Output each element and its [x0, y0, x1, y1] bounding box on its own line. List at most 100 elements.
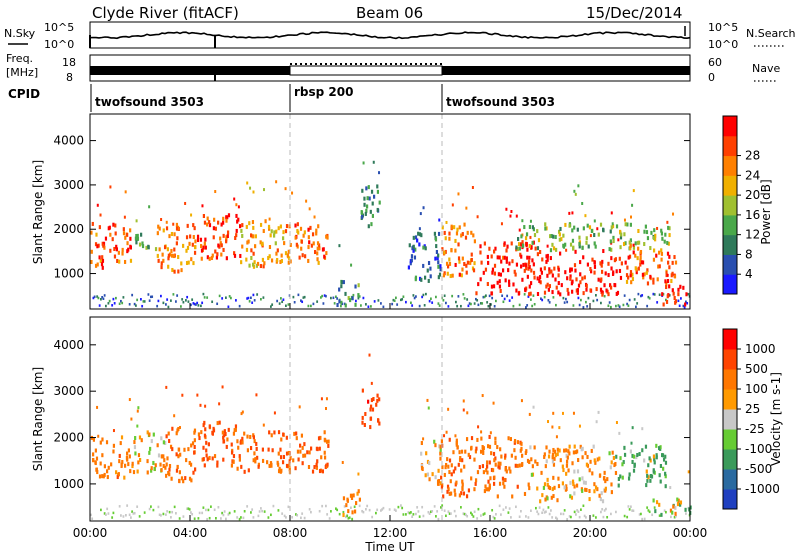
- echo-cell: [361, 188, 364, 193]
- ground-scatter-cell: [466, 298, 469, 301]
- echo-cell: [105, 440, 109, 445]
- echo-cell: [414, 247, 417, 252]
- echo-cell: [216, 460, 219, 465]
- velocity-scatter-cells: [90, 353, 692, 521]
- echo-cell: [102, 243, 105, 248]
- colorbar-tick-label: -25: [745, 422, 765, 436]
- ground-scatter-cell: [121, 301, 124, 305]
- sparse-echo-cell: [520, 399, 523, 403]
- echo-cell: [178, 479, 181, 484]
- sparse-echo-cell: [291, 191, 294, 195]
- ground-scatter-cell: [455, 514, 457, 518]
- echo-cell: [655, 253, 658, 258]
- echo-cell: [138, 435, 142, 440]
- echo-cell: [361, 420, 364, 425]
- echo-cell: [567, 468, 570, 473]
- echo-cell: [448, 491, 451, 496]
- echo-cell: [193, 438, 196, 443]
- echo-cell: [524, 236, 528, 241]
- echo-cell: [433, 439, 436, 444]
- ground-scatter-cell: [582, 306, 585, 309]
- ground-scatter-cell: [206, 296, 209, 299]
- echo-cell: [528, 224, 532, 229]
- echo-cell: [414, 235, 418, 240]
- echo-cell: [270, 258, 274, 263]
- ground-scatter-cell: [592, 514, 595, 517]
- echo-cell: [575, 483, 579, 488]
- echo-cell: [257, 464, 260, 469]
- freq-panel: Freq. [MHz] 18 8 60 0 Nave: [6, 52, 780, 84]
- echo-cell: [470, 257, 473, 262]
- sparse-echo-cell: [378, 171, 381, 175]
- ground-scatter-cell: [302, 296, 305, 299]
- freq-label-2: [MHz]: [6, 66, 38, 79]
- echo-cell: [129, 258, 133, 263]
- echo-cell: [134, 436, 137, 441]
- echo-cell: [270, 462, 273, 467]
- ground-scatter-cell: [448, 512, 451, 515]
- echo-cell: [539, 499, 542, 504]
- sparse-echo-cell: [112, 429, 115, 433]
- ground-scatter-cell: [382, 506, 385, 510]
- echo-cell: [226, 437, 229, 442]
- echo-cell: [539, 280, 542, 285]
- echo-cell: [121, 251, 124, 256]
- echo-cell: [193, 226, 196, 231]
- echo-cell: [175, 226, 179, 231]
- sparse-echo-cell: [632, 189, 635, 193]
- ground-scatter-cell: [477, 303, 480, 307]
- ground-scatter-cell: [460, 304, 462, 308]
- ground-scatter-cell: [562, 512, 565, 516]
- ground-scatter-cell: [631, 509, 634, 512]
- echo-cell: [90, 249, 93, 254]
- echo-cell: [426, 472, 429, 477]
- echo-cell: [442, 273, 446, 278]
- echo-cell: [601, 259, 604, 264]
- echo-cell: [536, 252, 540, 257]
- echo-cell: [665, 299, 669, 304]
- ground-scatter-cell: [316, 300, 319, 303]
- ground-scatter-cell: [441, 504, 444, 507]
- echo-cell: [136, 236, 140, 241]
- echo-cell: [502, 255, 505, 260]
- echo-cell: [167, 256, 170, 261]
- ground-scatter-cell: [285, 516, 287, 519]
- echo-cell: [469, 260, 472, 265]
- echo-cell: [183, 447, 186, 452]
- ground-scatter-cell: [285, 304, 287, 308]
- echo-cell: [180, 268, 183, 273]
- echo-cell: [589, 288, 592, 293]
- colorbar-tick-label: -100: [745, 442, 772, 456]
- echo-cell: [586, 454, 589, 459]
- echo-cell: [90, 230, 93, 235]
- echo-cell: [460, 233, 463, 238]
- ground-scatter-cell: [525, 306, 527, 309]
- echo-cell: [171, 426, 174, 431]
- ground-scatter-cell: [421, 505, 424, 509]
- ground-scatter-cell: [272, 504, 275, 508]
- echo-cell: [652, 236, 656, 241]
- echo-cell: [601, 499, 605, 504]
- colorbar-swatch: [723, 254, 737, 275]
- echo-cell: [519, 448, 522, 453]
- sparse-echo-cell: [481, 394, 484, 398]
- ground-scatter-cell: [308, 508, 311, 511]
- ground-scatter-cell: [131, 510, 134, 513]
- ground-scatter-cell: [210, 505, 212, 508]
- ground-scatter-cell: [643, 517, 646, 521]
- echo-cell: [594, 460, 597, 465]
- ground-scatter-cell: [416, 506, 419, 509]
- ground-scatter-cell: [475, 297, 477, 301]
- ground-scatter-cell: [638, 513, 641, 516]
- sparse-echo-cell: [547, 420, 550, 424]
- ground-scatter-cell: [500, 513, 502, 516]
- sparse-echo-cell: [136, 424, 139, 428]
- colorbar-tick-label: 16: [745, 208, 760, 222]
- echo-cell: [427, 261, 431, 266]
- sparse-echo-cell: [418, 227, 421, 231]
- echo-cell: [624, 260, 627, 265]
- ground-scatter-cell: [357, 297, 360, 300]
- echo-cell: [655, 455, 658, 460]
- echo-cell: [494, 462, 497, 467]
- echo-cell: [556, 452, 559, 457]
